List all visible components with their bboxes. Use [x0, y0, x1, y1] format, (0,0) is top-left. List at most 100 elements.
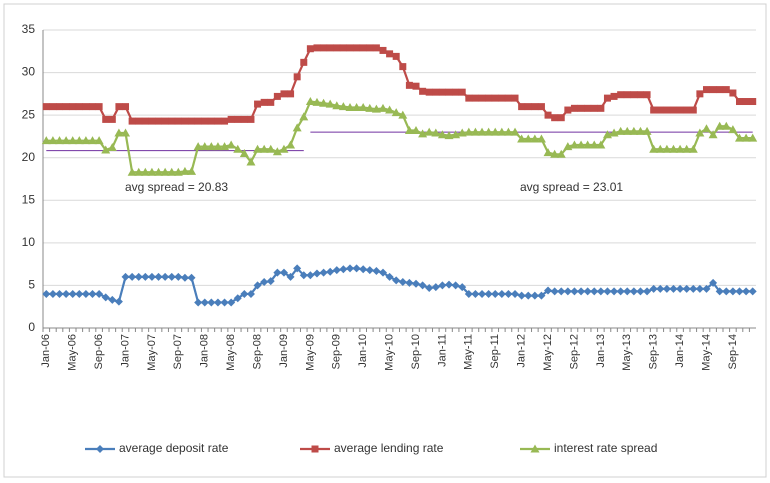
marker [735, 287, 744, 296]
marker [412, 279, 421, 288]
marker [313, 44, 321, 52]
marker [590, 104, 598, 112]
marker [161, 272, 170, 281]
marker [722, 86, 730, 94]
marker [41, 136, 51, 145]
marker [491, 94, 499, 102]
y-tick-label: 15 [22, 192, 36, 206]
marker [498, 94, 506, 102]
marker [458, 283, 467, 292]
marker [597, 104, 605, 112]
x-tick-label: Jan-11 [436, 334, 448, 367]
marker [121, 272, 130, 281]
marker [220, 298, 229, 307]
marker [239, 148, 249, 157]
x-tick-label: May-07 [146, 334, 158, 371]
marker [511, 289, 520, 298]
x-tick-label: Sep-07 [172, 334, 184, 369]
legend-label: interest rate spread [554, 441, 657, 455]
marker [497, 127, 507, 136]
marker [279, 268, 288, 277]
marker [287, 90, 295, 98]
marker [108, 295, 117, 304]
marker [742, 98, 750, 106]
marker [55, 136, 65, 145]
chart-frame [3, 3, 767, 478]
x-tick-label: Jan-06 [40, 334, 52, 368]
marker [62, 289, 71, 298]
marker [702, 86, 710, 94]
marker [517, 134, 527, 143]
marker [695, 284, 704, 293]
marker [689, 284, 698, 293]
marker [74, 136, 84, 145]
marker [656, 284, 665, 293]
marker [42, 289, 51, 298]
marker [320, 44, 328, 52]
marker [81, 289, 90, 298]
marker [339, 44, 347, 52]
marker [683, 106, 691, 114]
marker [669, 106, 677, 114]
marker [530, 444, 540, 453]
marker [259, 144, 269, 153]
marker [695, 128, 705, 137]
marker [273, 92, 281, 100]
marker [477, 127, 487, 136]
marker [246, 157, 256, 166]
marker [543, 148, 553, 157]
marker [194, 117, 202, 125]
marker [306, 271, 315, 280]
x-tick-label: May-08 [225, 334, 237, 371]
marker [300, 58, 308, 66]
marker [108, 115, 116, 123]
y-tick-label: 5 [28, 278, 35, 292]
marker [207, 117, 215, 125]
marker [114, 297, 123, 306]
marker [68, 136, 78, 145]
marker [510, 127, 520, 136]
marker [372, 44, 380, 52]
marker [424, 127, 434, 136]
marker [656, 106, 664, 114]
marker [122, 103, 130, 111]
marker [82, 103, 90, 111]
marker [49, 103, 57, 111]
x-tick-label: Sep-12 [568, 334, 580, 369]
marker [187, 166, 197, 175]
marker [365, 266, 374, 275]
marker [326, 44, 334, 52]
marker [299, 112, 309, 121]
marker [609, 128, 619, 137]
marker [174, 272, 183, 281]
marker [438, 281, 447, 290]
marker [372, 266, 381, 275]
marker [623, 91, 631, 99]
marker [412, 82, 420, 90]
marker [312, 269, 321, 278]
marker [312, 97, 322, 106]
marker [662, 144, 672, 153]
marker [148, 117, 156, 125]
marker [180, 166, 190, 175]
marker [465, 94, 473, 102]
marker [311, 445, 319, 453]
marker [174, 117, 182, 125]
marker [75, 103, 83, 111]
x-tick-label: Jan-07 [119, 334, 131, 368]
marker [293, 73, 301, 81]
marker [293, 264, 302, 273]
x-tick-label: May-09 [304, 334, 316, 371]
marker [715, 287, 724, 296]
marker [48, 289, 57, 298]
marker [485, 94, 493, 102]
marker [187, 273, 196, 282]
marker [167, 167, 177, 176]
marker [557, 287, 566, 296]
marker [280, 90, 288, 98]
marker [431, 283, 440, 292]
marker [636, 287, 645, 296]
marker [233, 144, 243, 153]
x-tick-label: Jan-08 [199, 334, 211, 368]
marker [180, 273, 189, 282]
